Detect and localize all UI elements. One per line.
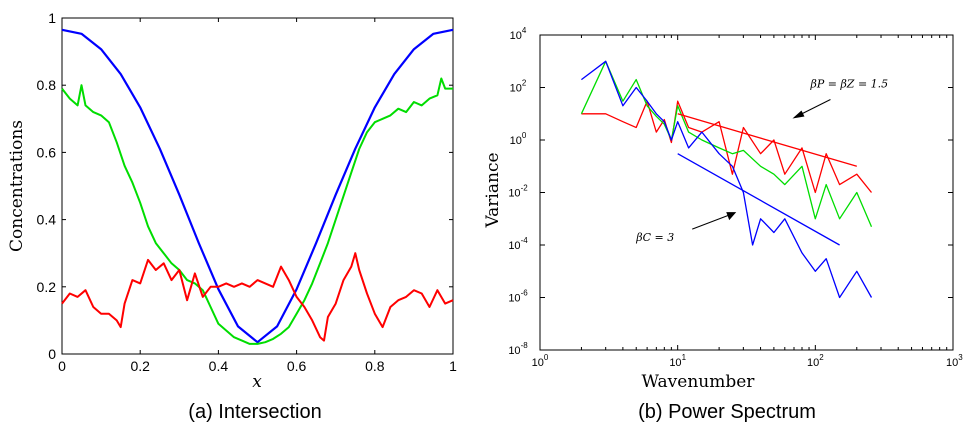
chart-a-ytick-label: 0.8	[37, 77, 57, 93]
chart-b-xtick-label: 101	[669, 353, 686, 369]
chart-b-annotation-arrow	[692, 212, 735, 230]
chart-b-ytick-label: 10-8	[508, 341, 528, 357]
chart-a-ytick-label: 0	[48, 346, 56, 362]
chart-a-xtick-label: 0	[58, 358, 66, 374]
chart-a-ytick-label: 0.6	[37, 144, 57, 160]
chart-b-annotation-arrowhead	[792, 110, 805, 119]
chart-b-series-line	[581, 60, 873, 299]
chart-a-ytick-label: 1	[48, 10, 56, 26]
chart-a-xtick-label: 1	[449, 358, 457, 374]
chart-b-ytick-label: 10-6	[508, 289, 528, 305]
chart-a-xtick-label: 0.6	[287, 358, 307, 374]
chart-b-series-line	[677, 113, 857, 167]
chart-b-ytick-label: 100	[510, 131, 527, 147]
chart-b-series-line	[581, 100, 873, 194]
chart-b-ytick-label: 10-4	[508, 236, 528, 252]
chart-a-ticks: 0 0.2 0.4 0.6 0.8 1 0 0.2 0.4 0.6 0.8 1	[37, 10, 458, 374]
chart-b-ytick-label: 104	[510, 26, 527, 42]
chart-a-ytick-label: 0.2	[37, 279, 57, 295]
chart-a-series-line	[61, 252, 454, 342]
chart-b-ytick-label: 10-2	[508, 184, 528, 200]
chart-b-annotations: βP = βZ = 1.5 βC = 3	[635, 78, 888, 245]
chart-a-caption: (a) Intersection	[188, 401, 321, 423]
chart-a-series	[61, 28, 454, 345]
chart-b-annotation: βC = 3	[635, 231, 674, 244]
chart-a-xtick-label: 0.2	[130, 358, 150, 374]
chart-a-series-line	[61, 77, 453, 345]
chart-b-xlabel: Wavenumber	[642, 372, 756, 392]
chart-b-xtick-label: 102	[807, 353, 824, 369]
chart-a-xtick-label: 0.4	[209, 358, 229, 374]
chart-b-xtick-label: 103	[946, 353, 963, 369]
chart-b-series-line	[677, 153, 840, 246]
chart-b-ticks: 100 101 102 103 10-8 10-6 10-4 10-2 100 102 104	[508, 26, 963, 369]
chart-a-xtick-label: 0.8	[365, 358, 385, 374]
chart-b-caption: (b) Power Spectrum	[638, 401, 816, 423]
chart-a-ylabel: Concentrations	[7, 120, 27, 252]
chart-a-ytick-label: 0.4	[37, 212, 57, 228]
chart-b-series	[580, 60, 873, 299]
chart-b-annotation: βP = βZ = 1.5	[809, 78, 888, 91]
chart-b-ytick-label: 102	[510, 79, 527, 95]
chart-b-ylabel: Variance	[483, 152, 503, 228]
chart-b-xtick-label: 100	[532, 353, 549, 369]
chart-a-series-line	[61, 28, 454, 344]
chart-b-annotation-arrowhead	[726, 212, 737, 221]
chart-a: 0 0.2 0.4 0.6 0.8 1 0 0.2 0.4 0.6 0.8 1 x Concentra…	[7, 10, 457, 423]
chart-a-xlabel: x	[252, 372, 262, 392]
chart-a-frame	[61, 17, 454, 355]
chart-b: 100 101 102 103 10-8 10-6 10-4 10-2 100 102 104 βP…	[483, 26, 963, 423]
